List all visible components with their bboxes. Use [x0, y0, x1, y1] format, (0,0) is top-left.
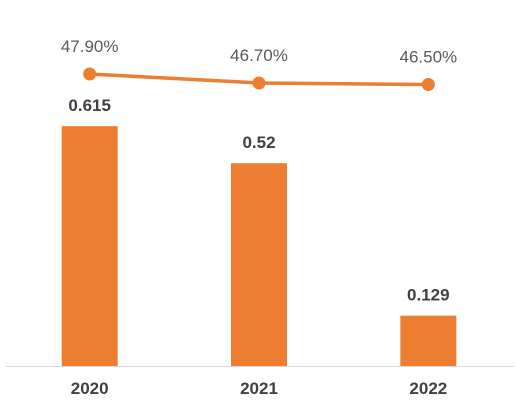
bar-value-label: 0.129 [407, 286, 450, 305]
bar-series [61, 126, 457, 367]
line-point-2021 [252, 76, 266, 90]
line-value-label: 46.50% [399, 48, 457, 67]
line-series [83, 67, 435, 91]
x-axis-ticks: 2020 2021 2022 [71, 379, 447, 398]
line-value-label: 47.90% [61, 37, 119, 56]
line-point-2022 [421, 78, 435, 91]
bar-2021 [231, 163, 287, 366]
x-tick-label: 2022 [409, 379, 447, 398]
line-value-label: 46.70% [230, 46, 288, 65]
bar-value-label: 0.52 [242, 133, 275, 152]
x-tick-label: 2021 [240, 379, 278, 398]
x-tick-label: 2020 [71, 379, 109, 398]
data-labels: 0.615 0.52 0.129 47.90% 46.70% 46.50% [61, 37, 457, 305]
bar-2020 [61, 126, 118, 367]
line-point-2020 [83, 67, 97, 81]
bar-value-label: 0.615 [68, 96, 111, 115]
bar-2022 [400, 315, 457, 366]
